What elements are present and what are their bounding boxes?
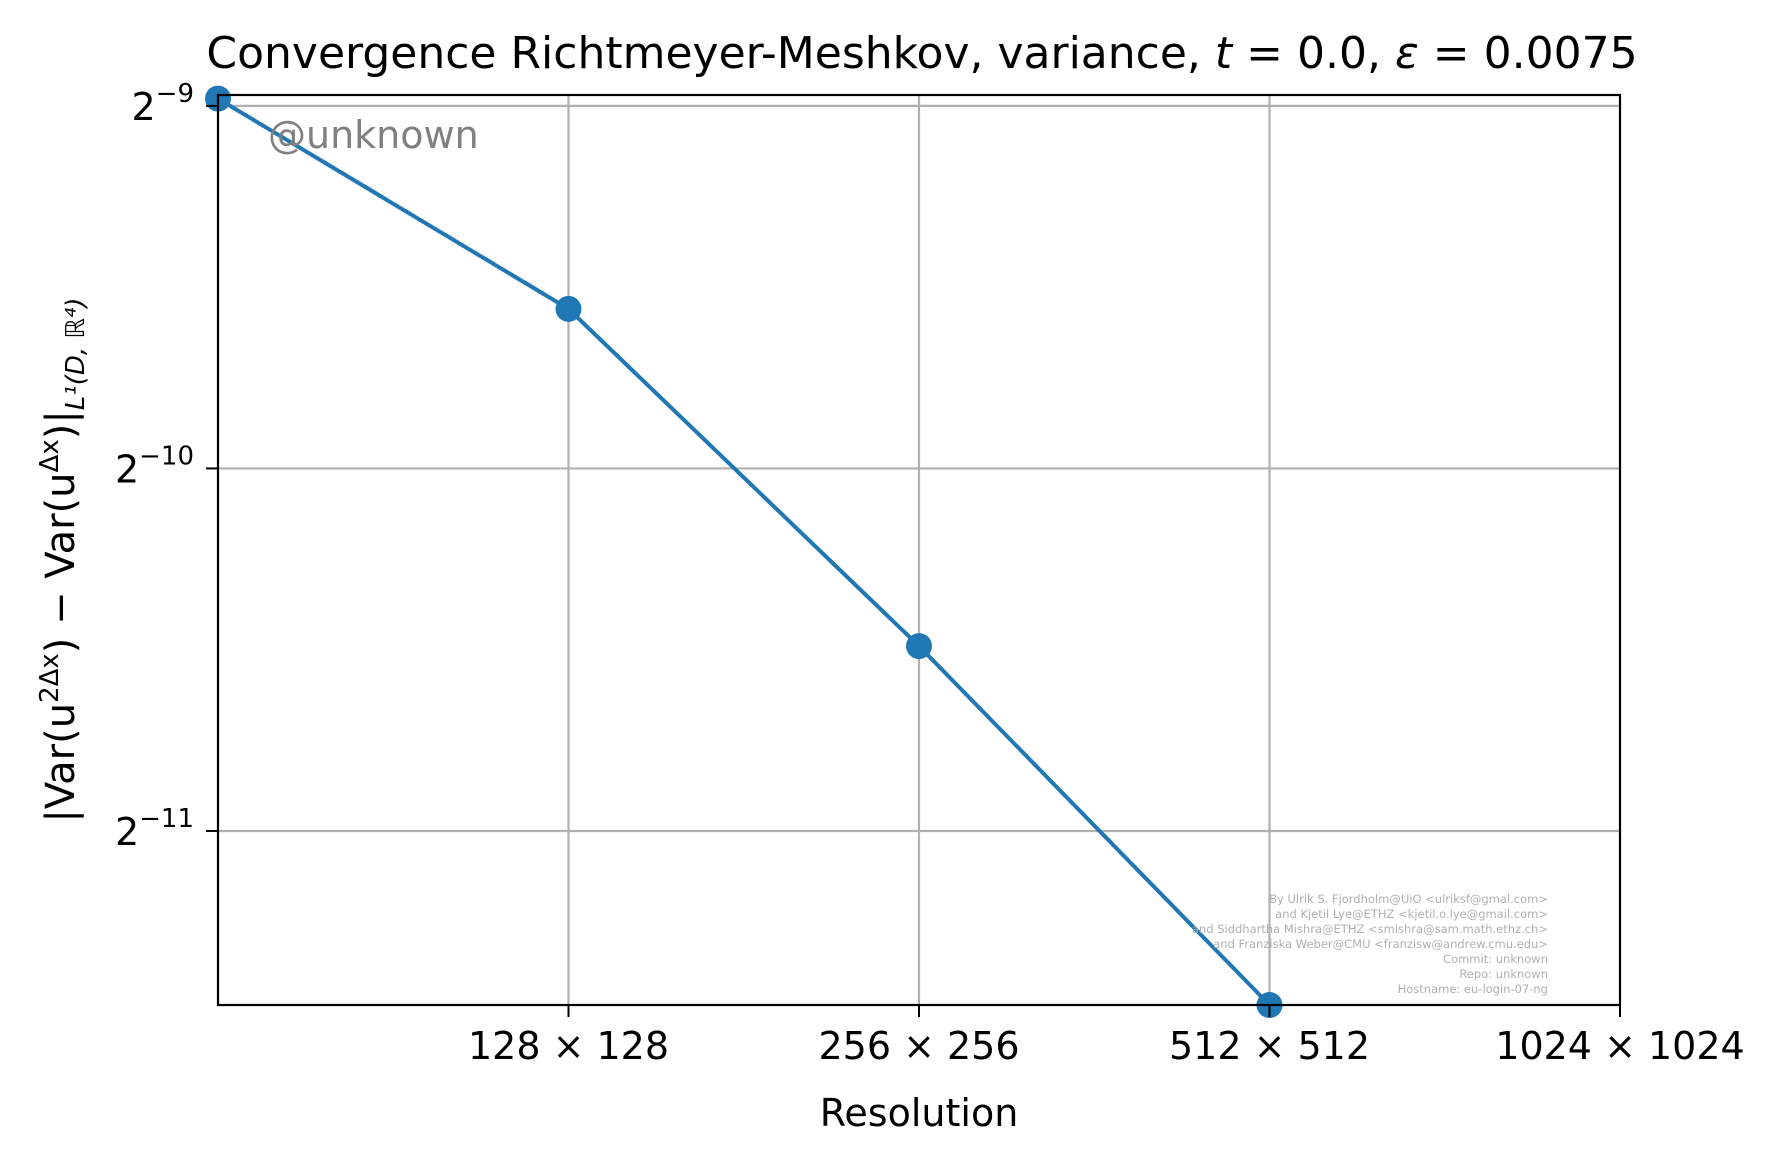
- x-tick-label: 128 × 128: [468, 1024, 669, 1068]
- credit-line: and Kjetil Lye@ETHZ <kjetil.o.lye@gmail.…: [1275, 907, 1548, 921]
- grid: [218, 95, 1620, 1005]
- data-point: [555, 295, 582, 322]
- chart-title: Convergence Richtmeyer-Meshkov, variance…: [206, 28, 1637, 79]
- x-tick-label: 512 × 512: [1169, 1024, 1370, 1068]
- x-ticks: 128 × 128 256 × 256 512 × 512 1024 × 1024: [468, 1005, 1745, 1068]
- y-tick-label: 2−11: [115, 804, 194, 854]
- credit-line: and Franziska Weber@CMU <franzisw@andrew…: [1213, 937, 1548, 951]
- y-tick-label: 2−10: [115, 441, 194, 491]
- data-point: [906, 633, 932, 660]
- credit-line: By Ulrik S. Fjordholm@UiO <ulriksf@gmal.…: [1269, 892, 1548, 906]
- credit-line: Hostname: eu-login-07-ng: [1398, 982, 1548, 996]
- y-axis-label: |Var(u2Δx) − Var(uΔx)|L¹(D, ℝ⁴): [35, 297, 91, 822]
- credit-line: Commit: unknown: [1443, 952, 1548, 966]
- series: [205, 85, 1283, 1018]
- y-tick-label: 2−9: [131, 79, 194, 129]
- credit-line: and Siddhartha Mishra@ETHZ <smishra@sam.…: [1192, 922, 1548, 936]
- x-axis-label: Resolution: [820, 1091, 1019, 1135]
- watermark: @unknown: [268, 113, 479, 157]
- x-tick-label: 1024 × 1024: [1495, 1024, 1744, 1068]
- x-tick-label: 256 × 256: [818, 1024, 1019, 1068]
- credit-line: Repo: unknown: [1459, 967, 1548, 981]
- series-line: [216, 96, 1271, 1007]
- credits: By Ulrik S. Fjordholm@UiO <ulriksf@gmal.…: [1192, 892, 1548, 996]
- y-ticks: 2−9 2−10 2−11: [115, 79, 218, 854]
